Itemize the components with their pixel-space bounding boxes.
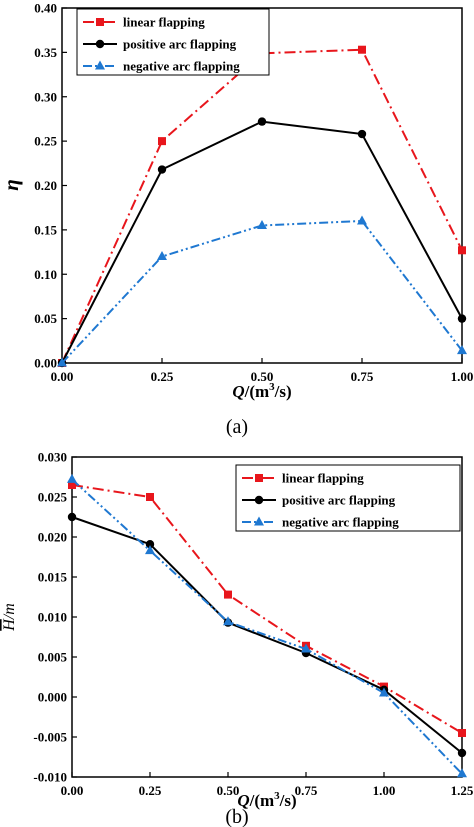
legend-frame	[235, 464, 461, 532]
x-tick-label: 0.00	[51, 369, 74, 384]
data-point	[457, 768, 467, 778]
y-tick-label: -0.010	[33, 770, 67, 785]
data-point	[257, 117, 267, 126]
data-point	[224, 590, 232, 599]
legend-marker	[255, 474, 263, 482]
legend-label: negative arc flapping	[123, 59, 240, 74]
legend-marker	[254, 516, 264, 526]
data-point	[458, 246, 466, 255]
x-tick-label: 0.75	[295, 783, 318, 798]
legend-label: negative arc flapping	[282, 515, 399, 530]
y-tick-label: 0.25	[34, 134, 57, 149]
x-tick-label: 0.00	[61, 783, 84, 798]
legend-frame	[76, 8, 270, 76]
data-point	[157, 251, 167, 260]
x-tick-label: 1.00	[373, 783, 396, 798]
data-point	[57, 357, 67, 367]
series-line-3	[71, 478, 463, 775]
legend-marker	[254, 495, 264, 505]
legend-label: positive arc flapping	[123, 37, 237, 52]
legend-marker	[95, 39, 105, 49]
legend-label: linear flapping	[123, 15, 205, 30]
data-point	[357, 129, 367, 139]
y-tick-label: 0.40	[34, 1, 57, 16]
y-tick-label: 0.015	[38, 570, 68, 585]
legend: linear flapping positive arc flapping nega…	[235, 464, 461, 532]
caption-a: (a)	[226, 416, 248, 438]
series-line-1	[71, 484, 463, 734]
series-line-1	[61, 48, 463, 364]
data-point	[457, 314, 467, 323]
y-tick-label: 0.35	[34, 45, 57, 60]
data-point	[379, 687, 389, 697]
y-tick-label: 0.05	[34, 311, 57, 326]
legend-label: positive arc flapping	[282, 493, 396, 508]
x-tick-label: 0.50	[251, 369, 274, 384]
x-tick-label: 0.50	[217, 783, 240, 798]
chart-panel-b: 0.00 0.25 0.50 0.75 1.00 1.25 -0.010 -0.005 0.00…	[1, 450, 474, 827]
x-axis-label: Q/(m3/s)	[237, 790, 296, 810]
x-tick-label: 1.00	[451, 369, 474, 384]
x-tick-label: 0.25	[151, 369, 174, 384]
legend-marker	[95, 60, 105, 70]
data-point	[145, 540, 155, 549]
data-point	[457, 748, 467, 758]
data-point	[146, 493, 154, 501]
caption-b: (b)	[225, 806, 248, 827]
y-tick-label: 0.30	[34, 89, 57, 104]
y-axis-label: η	[0, 179, 23, 191]
data-point	[157, 165, 167, 174]
x-axis-label: Q/(m3/s)	[232, 381, 291, 401]
data-point	[457, 345, 467, 355]
series-line-3	[61, 219, 463, 364]
y-tick-label: 0.20	[34, 178, 57, 193]
y-tick-label: 0.15	[34, 222, 57, 237]
data-point	[301, 643, 311, 653]
data-point	[358, 45, 366, 54]
data-point	[223, 616, 233, 626]
legend-label: linear flapping	[282, 471, 364, 486]
y-tick-label: 0.005	[38, 650, 68, 665]
y-tick-label: -0.005	[33, 730, 67, 745]
y-tick-label: 0.000	[38, 690, 67, 705]
series-line-2	[61, 120, 463, 364]
data-point	[357, 215, 367, 225]
y-tick-label: 0.010	[38, 610, 67, 625]
y-tick-label: 0.025	[38, 490, 68, 505]
y-axis-label: H/m	[1, 603, 18, 632]
chart-panel-a: 0.00 0.25 0.50 0.75 1.00 0.00 0.05 0.10 0.15 0.20…	[0, 1, 473, 439]
legend-marker	[96, 18, 104, 26]
data-point	[257, 219, 267, 229]
x-tick-label: 1.25	[451, 783, 474, 798]
y-tick-label: 0.030	[38, 450, 67, 465]
series-line-2	[71, 516, 463, 754]
x-tick-label: 0.75	[351, 369, 374, 384]
data-point	[67, 512, 77, 522]
x-tick-label: 0.25	[139, 783, 162, 798]
y-tick-label: 0.10	[34, 267, 57, 282]
data-point	[145, 545, 155, 555]
data-point	[67, 473, 77, 483]
legend: linear flapping positive arc flapping nega…	[76, 8, 270, 76]
y-tick-label: 0.00	[34, 356, 57, 371]
data-point	[68, 481, 76, 489]
y-tick-label: 0.020	[38, 530, 67, 545]
data-point	[458, 729, 466, 737]
data-point	[158, 137, 166, 146]
